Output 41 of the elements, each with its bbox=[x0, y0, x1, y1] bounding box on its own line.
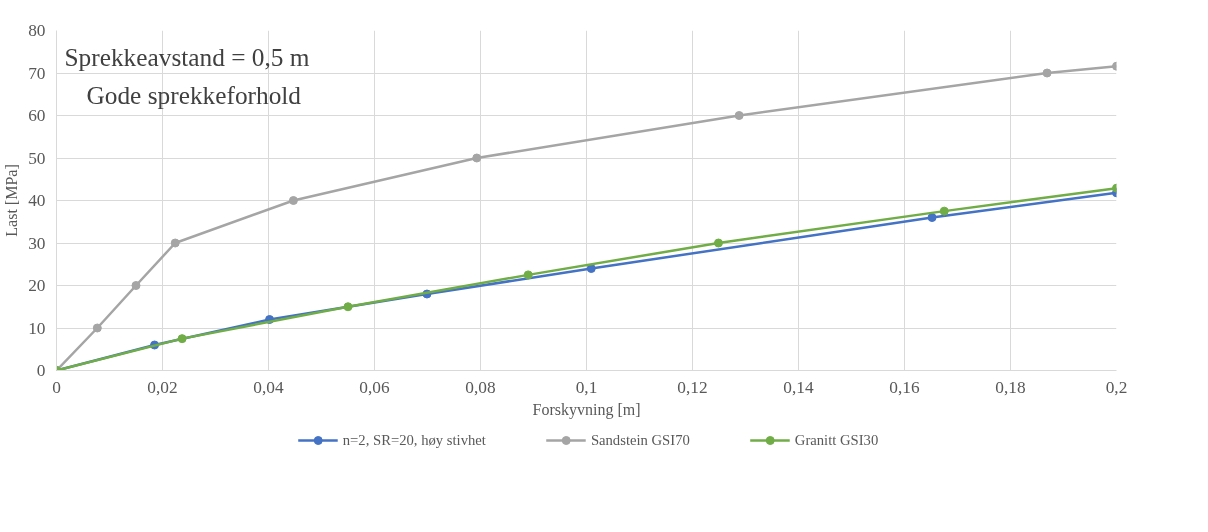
x-tick-label: 0,2 bbox=[1105, 377, 1128, 397]
x-tick-label: 0,14 bbox=[783, 377, 814, 397]
point bbox=[586, 264, 596, 273]
legend-label: Sandstein GSI70 bbox=[590, 431, 690, 449]
y-tick-label: 70 bbox=[28, 63, 46, 83]
x-tick-label: 0,04 bbox=[253, 377, 284, 397]
y-tick-label: 30 bbox=[28, 233, 46, 253]
point bbox=[523, 270, 533, 280]
y-tick-label: 60 bbox=[28, 106, 46, 125]
y-tick-label: 10 bbox=[28, 318, 46, 338]
annotation: Gode sprekkeforhold bbox=[86, 80, 302, 109]
point bbox=[131, 281, 141, 290]
point bbox=[713, 238, 723, 248]
point bbox=[343, 302, 353, 312]
point bbox=[927, 213, 937, 222]
x-tick-label: 0,06 bbox=[359, 377, 390, 397]
y-tick-label: 20 bbox=[28, 276, 46, 295]
point bbox=[170, 238, 180, 248]
y-axis-title: Last [MPa] bbox=[3, 164, 21, 237]
x-tick-label: 0,02 bbox=[147, 377, 178, 397]
annotation: Sprekkeavstand = 0,5 m bbox=[64, 42, 310, 71]
point bbox=[472, 153, 482, 163]
x-axis-title: Forskyvning [m] bbox=[532, 400, 641, 419]
legend-label: Granitt GSI30 bbox=[794, 431, 879, 449]
y-tick-label: 80 bbox=[28, 21, 46, 40]
point bbox=[177, 334, 187, 344]
point bbox=[288, 196, 298, 205]
point bbox=[939, 206, 949, 216]
y-tick-label: 50 bbox=[28, 148, 46, 168]
x-tick-label: 0,18 bbox=[995, 377, 1026, 397]
x-tick-label: 0,1 bbox=[575, 377, 598, 397]
point bbox=[734, 111, 744, 120]
point bbox=[92, 323, 102, 333]
legend-label: n=2, SR=20, høy stivhet bbox=[342, 431, 486, 449]
y-tick-label: 40 bbox=[28, 191, 46, 210]
y-tick-label: 0 bbox=[36, 361, 46, 380]
x-tick-label: 0,08 bbox=[465, 377, 496, 397]
x-tick-label: 0,12 bbox=[677, 377, 708, 397]
x-tick-label: 0,16 bbox=[889, 377, 920, 397]
point bbox=[1042, 68, 1052, 78]
x-tick-label: 0 bbox=[52, 377, 61, 397]
